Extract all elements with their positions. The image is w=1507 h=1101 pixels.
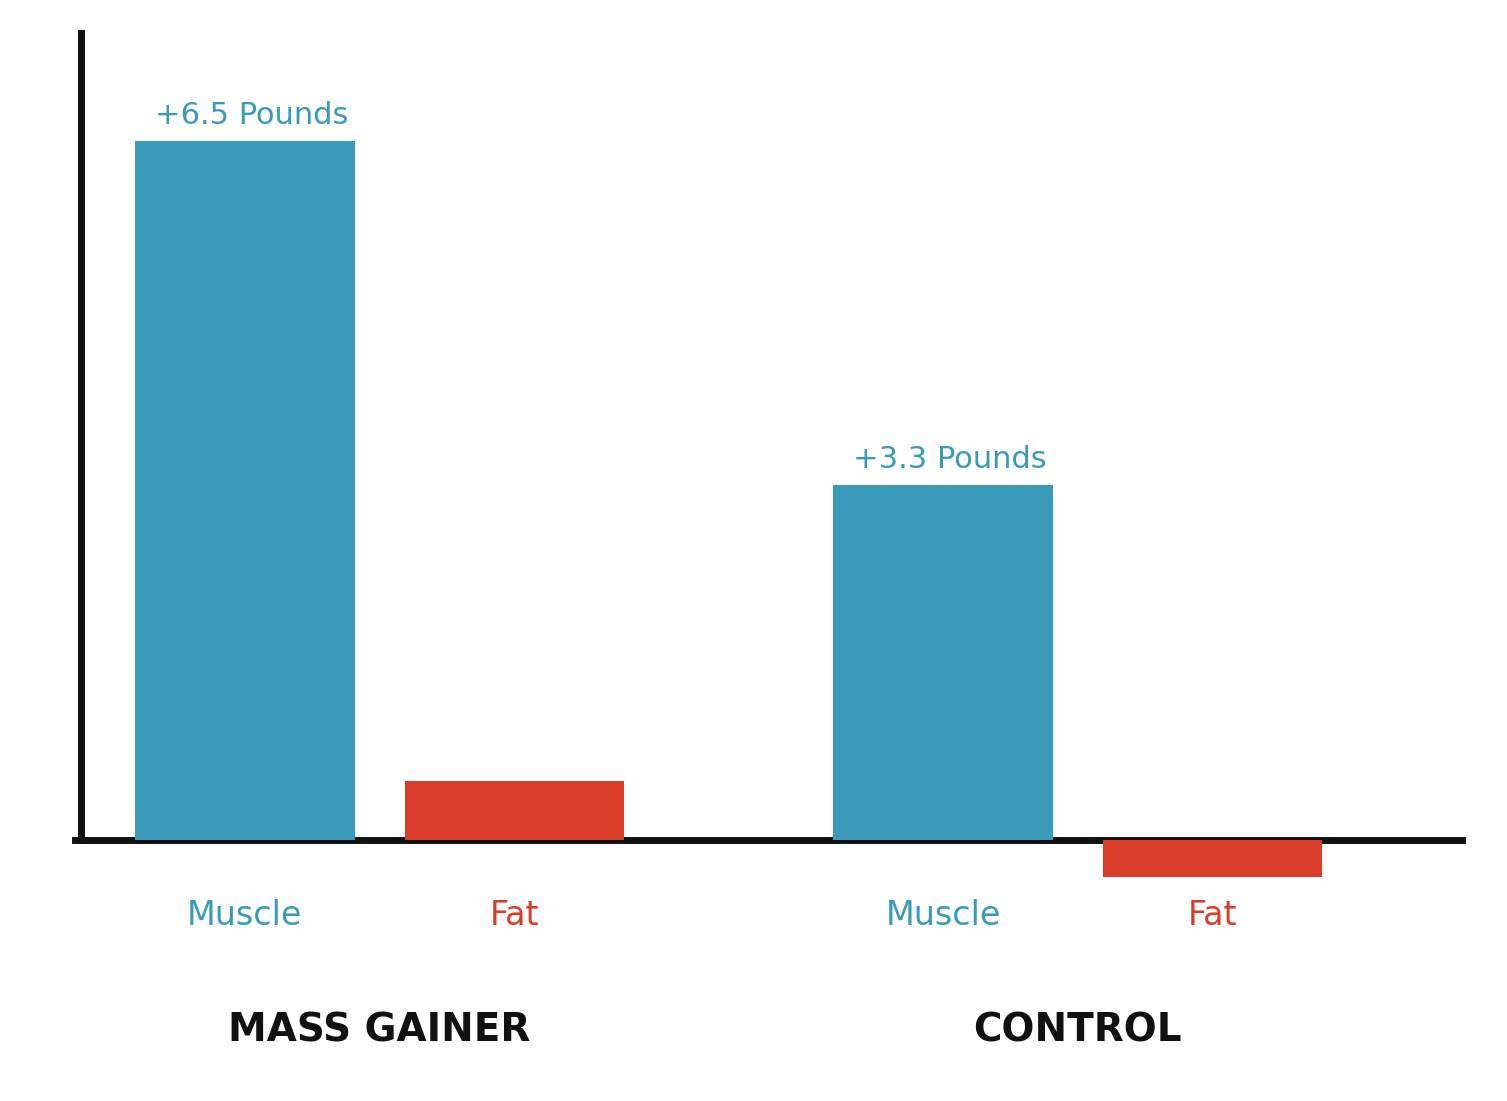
Text: Fat: Fat: [1188, 898, 1237, 931]
Text: +3.3 Pounds: +3.3 Pounds: [853, 445, 1047, 475]
Bar: [1103, 840, 1322, 877]
Text: MASS GAINER: MASS GAINER: [229, 1012, 530, 1050]
Bar: [136, 141, 354, 840]
Bar: [404, 781, 624, 840]
Text: +6.5 Pounds: +6.5 Pounds: [155, 101, 348, 130]
Bar: [833, 484, 1053, 840]
Text: Fat: Fat: [490, 898, 540, 931]
Text: Muscle: Muscle: [886, 898, 1001, 931]
Text: CONTROL: CONTROL: [974, 1012, 1181, 1050]
Text: Muscle: Muscle: [187, 898, 303, 931]
